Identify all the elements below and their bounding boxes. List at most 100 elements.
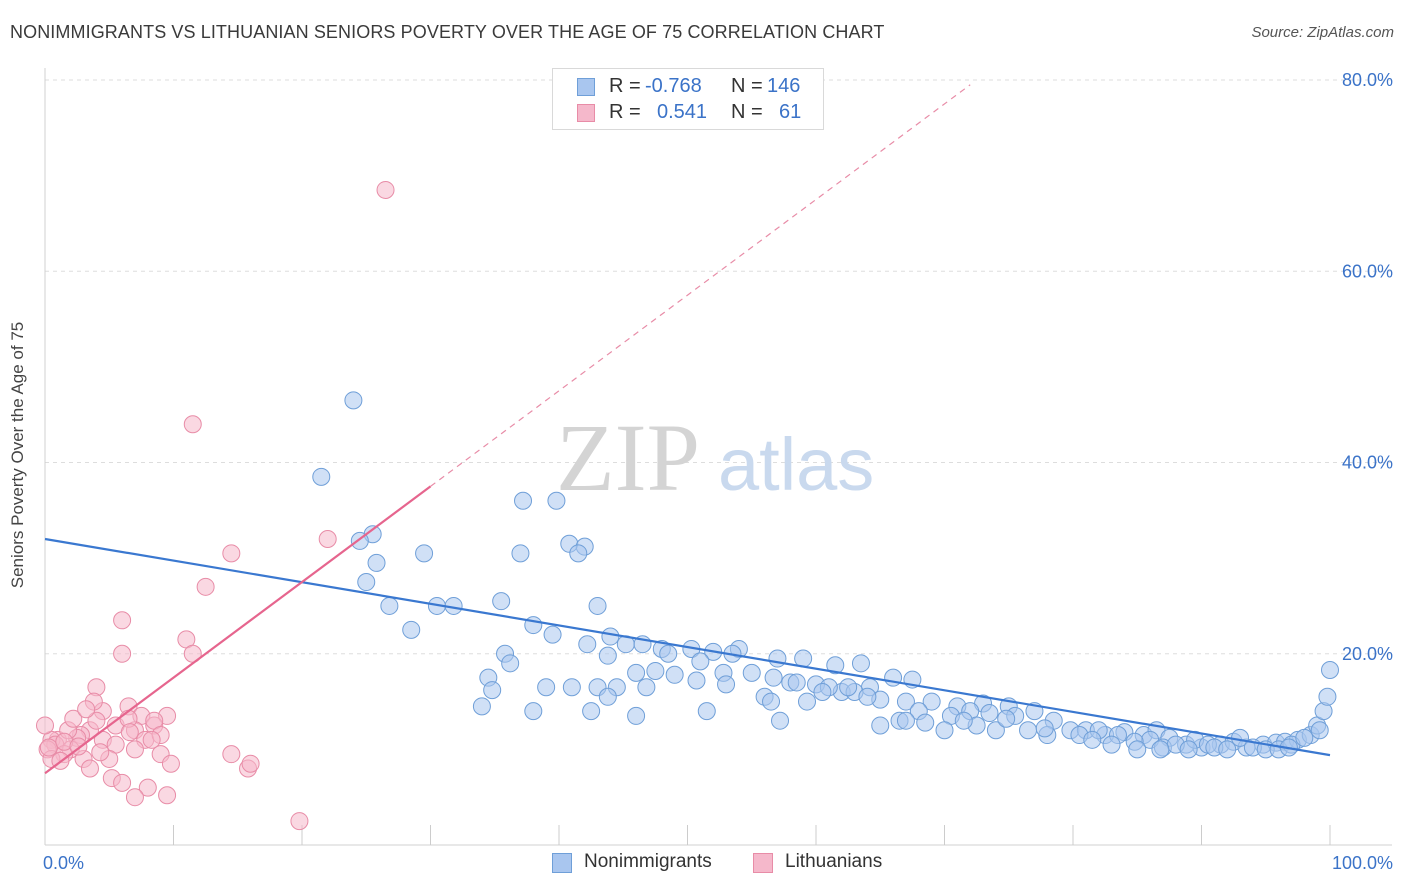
- lithuanians-point: [138, 778, 157, 797]
- chart-title: NONIMMIGRANTS VS LITHUANIAN SENIORS POVE…: [10, 22, 885, 42]
- lithuanians-point: [113, 611, 132, 630]
- nonimmigrants-point: [980, 704, 999, 723]
- legend-n-value: 61: [779, 101, 802, 123]
- nonimmigrants-point: [1035, 719, 1054, 738]
- nonimmigrants-point: [582, 702, 601, 721]
- legend-swatch-blue: [552, 853, 572, 873]
- lithuanians-point: [36, 716, 54, 735]
- nonimmigrants-point: [659, 644, 678, 663]
- nonimmigrants-point: [762, 692, 781, 711]
- lithuanians-point: [77, 700, 96, 719]
- legend-swatch-blue: [577, 78, 595, 96]
- legend-swatch-pink: [753, 853, 773, 873]
- nonimmigrants-point: [578, 635, 597, 654]
- nonimmigrants-point: [986, 721, 1005, 740]
- nonimmigrants-point: [1019, 721, 1038, 740]
- legend-r-value: -0.768: [645, 75, 702, 97]
- nonimmigrants-point: [588, 596, 607, 615]
- series-lithuanians: [36, 180, 395, 831]
- nonimmigrants-point: [665, 665, 684, 684]
- nonimmigrants-point: [768, 649, 787, 668]
- nonimmigrants-point: [627, 706, 646, 725]
- source-credit: Source: ZipAtlas.com: [1251, 24, 1394, 41]
- legend-n-value: 146: [767, 75, 801, 97]
- lithuanians-point: [113, 773, 132, 792]
- watermark: ZIP atlas: [556, 404, 874, 511]
- nonimmigrants-point: [601, 627, 620, 646]
- nonimmigrants-point: [1151, 740, 1170, 759]
- lithuanians-point: [241, 754, 260, 773]
- nonimmigrants-point: [764, 668, 783, 687]
- nonimmigrants-point: [839, 678, 858, 697]
- legend-label-lithuanians: Lithuanians: [785, 851, 883, 872]
- nonimmigrants-point: [562, 678, 581, 697]
- lithuanians-trend-line: [44, 485, 432, 775]
- nonimmigrants-point: [646, 661, 665, 680]
- y-axis-label: Seniors Poverty Over the Age of 75: [8, 321, 27, 589]
- nonimmigrants-point: [997, 709, 1016, 728]
- nonimmigrants-point: [402, 620, 421, 639]
- y-tick-label: 80.0%: [1342, 70, 1393, 90]
- lithuanians-point: [161, 754, 180, 773]
- lithuanians-point: [113, 644, 132, 663]
- legend-r-value: 0.541: [657, 101, 708, 123]
- nonimmigrants-point: [312, 467, 331, 486]
- nonimmigrants-point: [1179, 740, 1198, 759]
- legend-r-label: R =: [609, 75, 641, 97]
- nonimmigrants-point: [1321, 661, 1339, 680]
- nonimmigrants-point: [501, 654, 520, 673]
- watermark-zip: ZIP: [556, 404, 700, 511]
- x-tick-label: 0.0%: [43, 853, 84, 873]
- correlation-legend: R = -0.768 N = 146 R = 0.541 N = 61: [552, 68, 824, 130]
- y-tick-label: 40.0%: [1342, 453, 1393, 473]
- nonimmigrants-point: [896, 711, 915, 730]
- nonimmigrants-point: [598, 687, 617, 706]
- nonimmigrants-point: [1128, 740, 1147, 759]
- nonimmigrants-point: [357, 573, 376, 592]
- nonimmigrants-point: [742, 663, 761, 682]
- lithuanians-point: [39, 738, 58, 757]
- lithuanians-point: [142, 730, 161, 749]
- nonimmigrants-point: [537, 678, 556, 697]
- nonimmigrants-point: [687, 671, 706, 690]
- nonimmigrants-point: [1102, 735, 1121, 754]
- nonimmigrants-point: [627, 663, 646, 682]
- lithuanians-point: [64, 709, 83, 728]
- axes: [44, 68, 1392, 846]
- nonimmigrants-point: [483, 681, 502, 700]
- lithuanians-point: [158, 786, 177, 805]
- nonimmigrants-point: [697, 702, 716, 721]
- series-legend: Nonimmigrants Lithuanians: [0, 851, 1406, 877]
- lithuanians-point: [120, 723, 139, 742]
- nonimmigrants-point: [826, 656, 845, 675]
- nonimmigrants-point: [916, 713, 935, 732]
- nonimmigrants-point: [637, 678, 656, 697]
- nonimmigrants-point: [367, 553, 386, 572]
- nonimmigrants-point: [717, 675, 736, 694]
- grid-lines: [45, 79, 1392, 655]
- legend-label-nonimmigrants: Nonimmigrants: [584, 851, 712, 872]
- legend-swatch-pink: [577, 104, 595, 122]
- nonimmigrants-point: [415, 544, 434, 563]
- nonimmigrants-point: [598, 646, 617, 665]
- nonimmigrants-point: [1310, 721, 1329, 740]
- nonimmigrants-point: [472, 697, 491, 716]
- nonimmigrants-point: [547, 491, 566, 510]
- nonimmigrants-point: [787, 673, 806, 692]
- lithuanians-point: [125, 788, 144, 807]
- nonimmigrants-point: [524, 702, 543, 721]
- trend-lines: [44, 84, 1331, 775]
- watermark-atlas: atlas: [718, 423, 874, 506]
- nonimmigrants-point: [798, 692, 817, 711]
- y-tick-label: 20.0%: [1342, 644, 1393, 664]
- nonimmigrants-point: [1318, 687, 1337, 706]
- nonimmigrants-point: [511, 544, 530, 563]
- nonimmigrants-point: [851, 654, 870, 673]
- nonimmigrants-point: [1083, 730, 1102, 749]
- nonimmigrants-point: [954, 711, 973, 730]
- y-tick-label: 60.0%: [1342, 261, 1393, 281]
- lithuanians-point: [87, 711, 106, 730]
- lithuanians-point: [80, 759, 99, 778]
- nonimmigrants-point: [922, 692, 941, 711]
